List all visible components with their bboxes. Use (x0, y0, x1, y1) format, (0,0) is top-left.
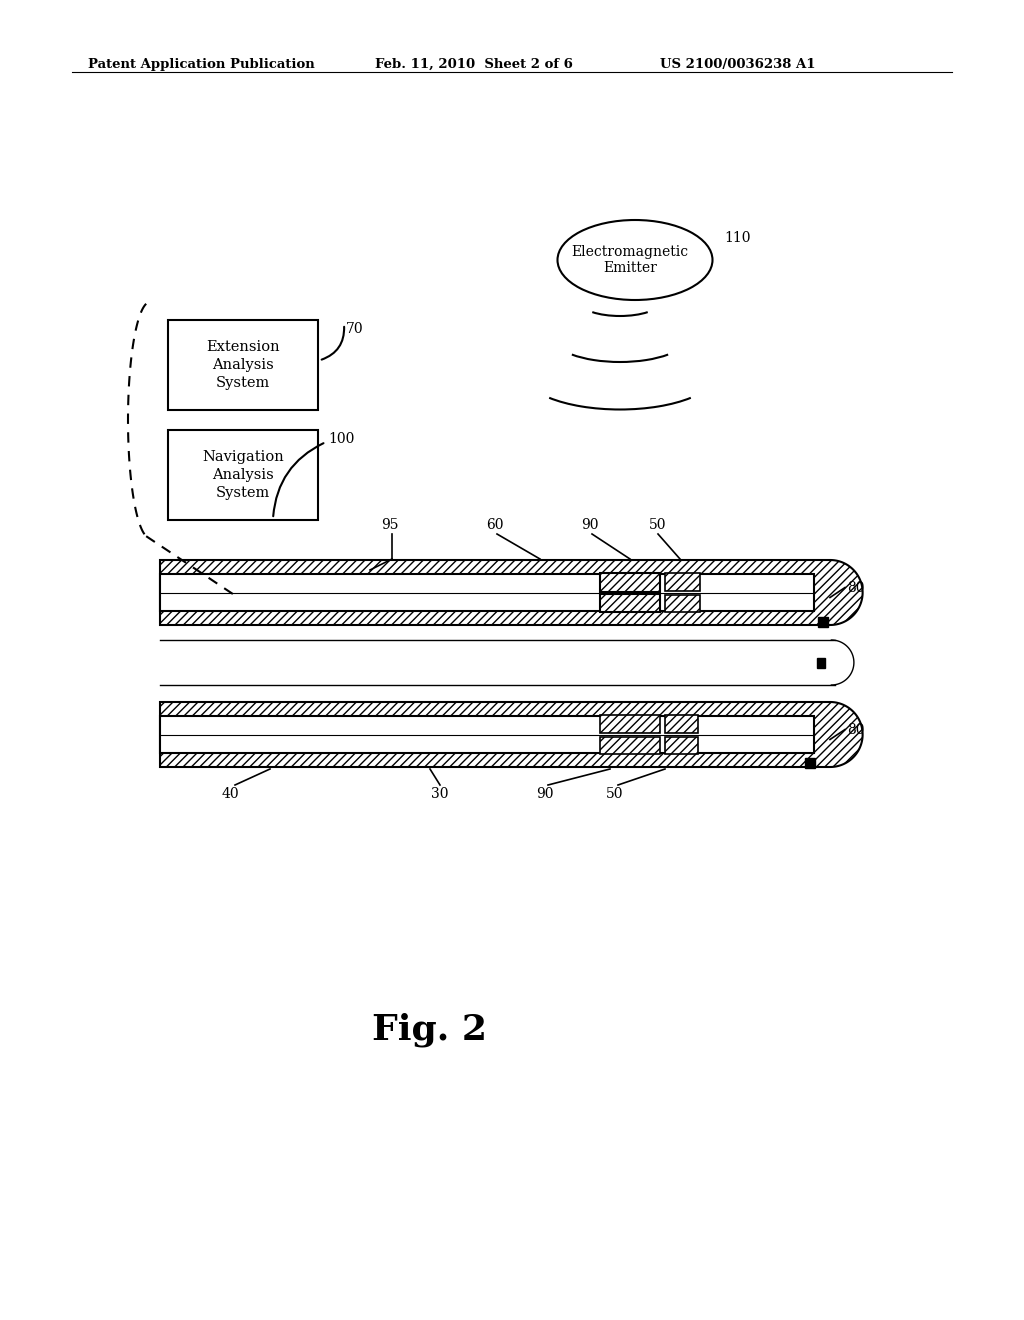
Bar (168, 319, 318, 411)
Text: 70: 70 (346, 322, 364, 337)
Text: 30: 30 (431, 787, 449, 801)
Polygon shape (160, 702, 862, 767)
Text: 90: 90 (582, 517, 599, 532)
Polygon shape (600, 715, 660, 733)
Text: Patent Application Publication: Patent Application Publication (88, 58, 314, 71)
Polygon shape (805, 758, 815, 768)
Text: 95: 95 (381, 517, 398, 532)
Text: 80: 80 (847, 722, 864, 737)
Text: Electromagnetic
Emitter: Electromagnetic Emitter (571, 246, 688, 275)
Polygon shape (665, 573, 700, 590)
Text: Extension
Analysis
System: Extension Analysis System (206, 339, 280, 391)
Polygon shape (600, 737, 660, 754)
Polygon shape (817, 657, 825, 668)
Text: 50: 50 (649, 517, 667, 532)
Polygon shape (160, 560, 862, 624)
Bar (168, 430, 318, 520)
Text: 80: 80 (847, 581, 864, 594)
Text: 50: 50 (606, 787, 624, 801)
Text: Feb. 11, 2010  Sheet 2 of 6: Feb. 11, 2010 Sheet 2 of 6 (375, 58, 572, 71)
Polygon shape (600, 594, 660, 611)
Polygon shape (665, 715, 698, 733)
Polygon shape (818, 616, 828, 627)
Polygon shape (665, 737, 698, 754)
Text: 90: 90 (537, 787, 554, 801)
Text: Fig. 2: Fig. 2 (373, 1012, 487, 1047)
Polygon shape (665, 594, 700, 611)
Text: Navigation
Analysis
System: Navigation Analysis System (202, 450, 284, 500)
Text: 110: 110 (725, 231, 751, 246)
Polygon shape (160, 574, 814, 611)
Text: 100: 100 (328, 432, 354, 446)
Text: 60: 60 (486, 517, 504, 532)
Polygon shape (600, 573, 660, 591)
Text: 40: 40 (221, 787, 239, 801)
Polygon shape (160, 717, 814, 752)
Text: US 2100/0036238 A1: US 2100/0036238 A1 (660, 58, 815, 71)
